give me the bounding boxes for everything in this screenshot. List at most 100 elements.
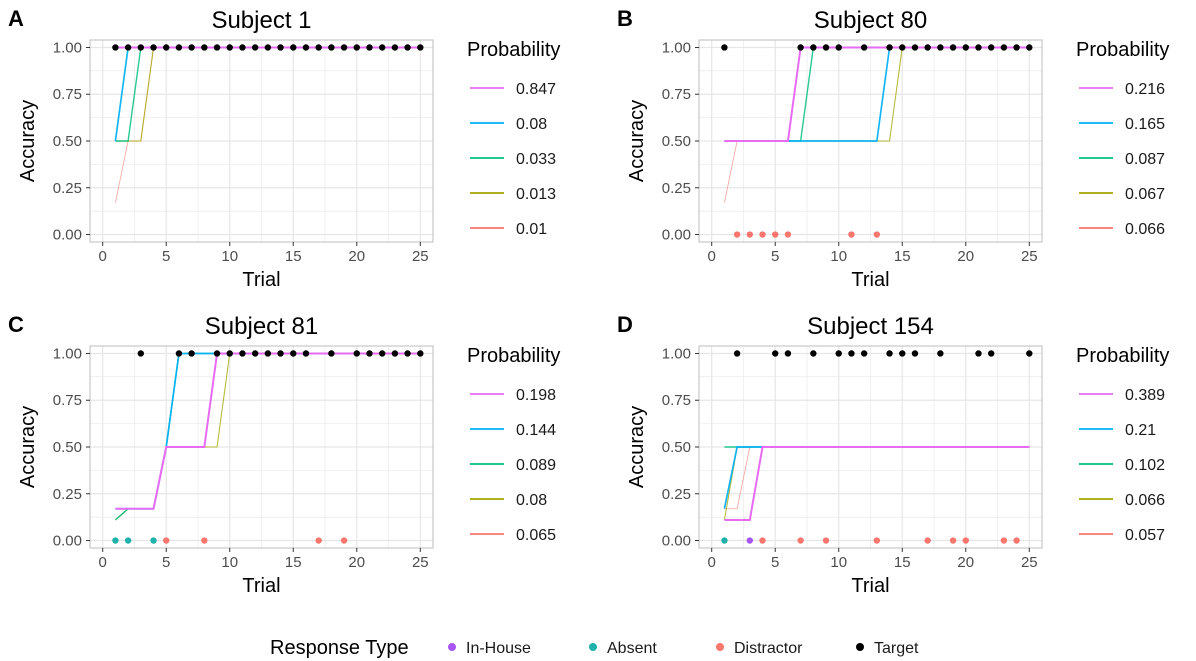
y-axis-title: Accuracy — [626, 406, 648, 488]
response-point-distractor — [1000, 537, 1008, 544]
probability-legend: Probability 0.216 0.165 0.087 0.067 0.066 — [1076, 39, 1169, 238]
response-point-target — [810, 350, 817, 357]
y-tick-label: 0.50 — [662, 133, 691, 150]
response-points — [112, 44, 424, 51]
x-tick-label: 20 — [957, 248, 974, 265]
response-point-target — [277, 350, 284, 357]
response-point-distractor — [733, 231, 741, 238]
y-tick-label: 0.75 — [53, 392, 82, 409]
response-point-absent — [112, 537, 119, 544]
legend-label: 0.013 — [516, 186, 556, 203]
response-point-target — [163, 44, 170, 51]
response-point-distractor — [746, 231, 754, 238]
x-tick-label: 15 — [894, 554, 911, 571]
panel-letter: B — [617, 6, 633, 31]
panel-title: Subject 1 — [211, 7, 311, 34]
legend-label: 0.089 — [516, 457, 556, 474]
response-point-target — [975, 44, 982, 51]
y-axis-title: Accuracy — [17, 406, 39, 488]
response-point-target — [378, 44, 386, 51]
response-point-target — [404, 44, 411, 51]
response-point-target — [404, 350, 411, 357]
response-point-target — [797, 44, 804, 51]
response-point-target — [911, 44, 919, 51]
x-tick-label: 10 — [830, 554, 847, 571]
legend-label: 0.066 — [1125, 221, 1165, 238]
response-point-target — [937, 350, 944, 357]
response-point-distractor — [772, 231, 779, 238]
x-tick-label: 5 — [771, 554, 779, 571]
response-point-target — [251, 350, 259, 357]
response-point-target — [264, 44, 272, 51]
response-point-target — [137, 44, 145, 51]
panel-d: 0 5 10 15 20 25 0.00 0.25 0.50 0.75 1.00 Trial Accur… — [617, 312, 1169, 597]
y-tick-label: 0.75 — [53, 86, 82, 103]
probability-legend: Probability 0.198 0.144 0.089 0.08 0.065 — [467, 345, 560, 544]
response-legend-label: Distractor — [734, 640, 803, 657]
probability-legend-title: Probability — [1076, 345, 1169, 367]
response-point-target — [962, 44, 969, 51]
legend-label: 0.033 — [516, 151, 556, 168]
y-tick-label: 0.75 — [662, 86, 691, 103]
x-tick-label: 0 — [99, 554, 107, 571]
response-point-target — [835, 44, 842, 51]
legend-label: 0.165 — [1125, 116, 1165, 133]
probability-legend-title: Probability — [467, 39, 560, 61]
y-tick-label: 0.75 — [662, 392, 691, 409]
y-tick-label: 0.25 — [53, 486, 82, 503]
response-point-target — [886, 350, 893, 357]
y-tick-label: 0.25 — [662, 180, 691, 197]
response-point-target — [302, 44, 310, 51]
panel-title: Subject 81 — [205, 313, 318, 340]
response-point-target — [290, 44, 297, 51]
x-tick-label: 10 — [830, 248, 847, 265]
response-points — [112, 350, 424, 544]
panel-letter: C — [8, 312, 24, 337]
legend-label: 0.066 — [1125, 492, 1165, 509]
response-point-target — [188, 350, 195, 357]
y-tick-label: 1.00 — [53, 345, 82, 362]
response-point-target — [1000, 44, 1008, 51]
response-point-target — [924, 44, 931, 51]
y-tick-label: 0.00 — [662, 227, 691, 244]
x-tick-label: 20 — [957, 554, 974, 571]
y-tick-label: 0.00 — [662, 533, 691, 550]
response-point-distractor — [848, 231, 855, 238]
legend-label: 0.216 — [1125, 81, 1165, 98]
response-point-distractor — [822, 537, 830, 544]
response-point-distractor — [873, 231, 881, 238]
response-point-absent — [721, 537, 728, 544]
response-legend-label: Absent — [607, 640, 657, 657]
response-point-target — [391, 44, 399, 51]
response-point-target — [150, 44, 157, 51]
response-point-distractor — [924, 537, 931, 544]
response-point-target — [987, 44, 995, 51]
response-point-target — [188, 44, 195, 51]
response-point-target — [1026, 44, 1033, 51]
y-tick-label: 1.00 — [662, 345, 691, 362]
response-point-target — [112, 44, 119, 51]
response-point-distractor — [873, 537, 881, 544]
legend-label: 0.08 — [516, 492, 547, 509]
panel-a: 0 5 10 15 20 25 0.00 0.25 0.50 0.75 1.00 Trial Accur… — [8, 6, 560, 291]
response-point-target — [1013, 44, 1020, 51]
legend-label: 0.065 — [516, 527, 556, 544]
response-point-target — [226, 350, 233, 357]
response-legend-key-distractor — [716, 643, 724, 651]
response-point-target — [417, 350, 424, 357]
probability-legend-title: Probability — [467, 345, 560, 367]
response-point-target — [213, 44, 221, 51]
legend-label: 0.389 — [1125, 387, 1165, 404]
x-tick-label: 5 — [771, 248, 779, 265]
legend-label: 0.847 — [516, 81, 556, 98]
panel-title: Subject 80 — [814, 7, 927, 34]
legend-label: 0.087 — [1125, 151, 1165, 168]
x-tick-label: 10 — [221, 248, 238, 265]
x-tick-label: 20 — [348, 248, 365, 265]
x-tick-label: 25 — [412, 248, 429, 265]
x-tick-label: 25 — [1021, 554, 1038, 571]
response-point-target — [328, 44, 335, 51]
x-tick-label: 5 — [162, 248, 170, 265]
panel-letter: D — [617, 312, 633, 337]
legend-label: 0.21 — [1125, 422, 1156, 439]
